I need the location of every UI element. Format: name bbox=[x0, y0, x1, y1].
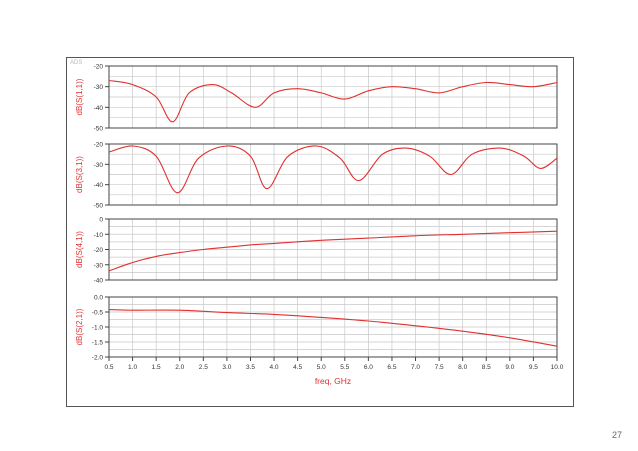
xtick-label: 0.5 bbox=[104, 364, 113, 371]
page-number: 27 bbox=[612, 430, 623, 440]
p3-ytick-label: 0 bbox=[99, 217, 103, 224]
p3-ytick-label: -30 bbox=[94, 262, 104, 269]
xtick-label: 8.0 bbox=[458, 364, 467, 371]
xtick-label: 4.5 bbox=[293, 364, 302, 371]
xtick-label: 3.0 bbox=[222, 364, 231, 371]
xtick-label: 3.5 bbox=[246, 364, 255, 371]
p2-ytick-label: -50 bbox=[94, 203, 104, 210]
p4-ylabel: dB(S(2,1)) bbox=[75, 308, 84, 345]
xtick-label: 1.0 bbox=[128, 364, 137, 371]
p3-ytick-label: -10 bbox=[94, 232, 104, 239]
x-axis-label: freq, GHz bbox=[315, 376, 351, 386]
p3-ytick-label: -20 bbox=[94, 247, 104, 254]
p4-ytick-label: -2.0 bbox=[92, 355, 104, 362]
p2-ytick-label: -40 bbox=[94, 182, 104, 189]
p2-plot-box bbox=[108, 143, 558, 206]
p1-ytick-label: -40 bbox=[94, 105, 104, 112]
p1-ytick-label: -20 bbox=[94, 64, 104, 71]
p1-ytick-label: -50 bbox=[94, 126, 104, 133]
p4-ytick-label: 0.0 bbox=[94, 295, 103, 302]
xtick-label: 10.0 bbox=[551, 364, 564, 371]
p3-ytick-label: -40 bbox=[94, 278, 104, 285]
xtick-label: 2.0 bbox=[175, 364, 184, 371]
xtick-label: 5.0 bbox=[317, 364, 326, 371]
xtick-label: 6.5 bbox=[387, 364, 396, 371]
xtick-label: 9.5 bbox=[529, 364, 538, 371]
xtick-label: 7.0 bbox=[411, 364, 420, 371]
p4-series-1-line bbox=[108, 309, 558, 347]
xtick-label: 6.0 bbox=[364, 364, 373, 371]
ads-tag: ADS bbox=[70, 60, 83, 66]
p1-ytick-label: -30 bbox=[94, 84, 104, 91]
xtick-label: 2.5 bbox=[199, 364, 208, 371]
xtick-label: 1.5 bbox=[152, 364, 161, 371]
p3-ylabel: dB(S(4,1)) bbox=[75, 231, 84, 268]
p1-ylabel: dB(S(1,1)) bbox=[75, 78, 84, 115]
p3-series-1-line bbox=[108, 230, 558, 272]
xtick-label: 4.0 bbox=[270, 364, 279, 371]
xtick-label: 9.0 bbox=[505, 364, 514, 371]
xtick-label: 8.5 bbox=[482, 364, 491, 371]
plot-window-frame bbox=[66, 57, 574, 407]
xtick-label: 7.5 bbox=[435, 364, 444, 371]
p2-ylabel: dB(S(3,1)) bbox=[75, 156, 84, 193]
p2-ytick-label: -20 bbox=[94, 142, 104, 149]
p1-plot-box bbox=[108, 65, 558, 129]
p1-series-1-line bbox=[108, 79, 558, 123]
p2-ytick-label: -30 bbox=[94, 162, 104, 169]
p4-ytick-label: -1.0 bbox=[92, 325, 104, 332]
p4-ytick-label: -1.5 bbox=[92, 340, 104, 347]
p2-series-1-line bbox=[108, 145, 558, 194]
xtick-label: 5.5 bbox=[340, 364, 349, 371]
p4-ytick-label: -0.5 bbox=[92, 310, 104, 317]
